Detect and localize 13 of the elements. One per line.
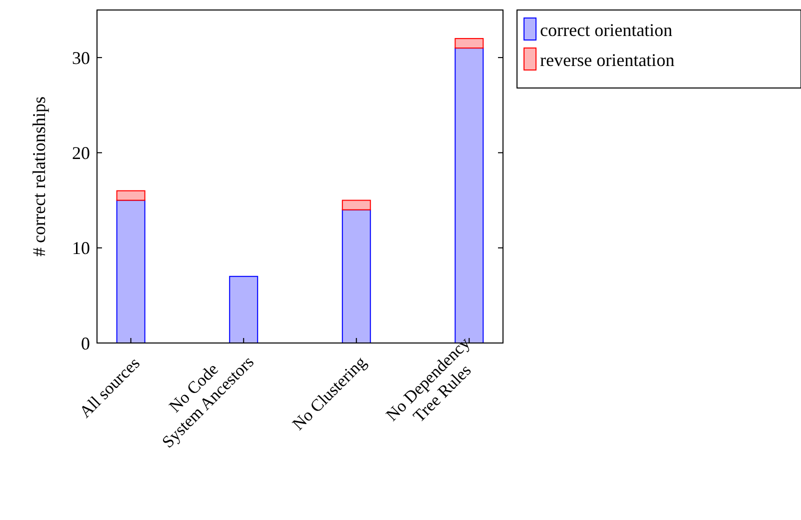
bar xyxy=(342,209,371,344)
legend-label: correct orientation xyxy=(540,20,672,40)
y-tick-label: 10 xyxy=(72,238,90,258)
bar xyxy=(454,38,484,49)
bar xyxy=(116,190,146,201)
y-tick-label: 0 xyxy=(81,333,90,354)
bar xyxy=(116,200,146,344)
legend-label: reverse orientation xyxy=(540,50,674,70)
y-tick-label: 20 xyxy=(72,143,90,164)
bar xyxy=(229,276,258,344)
y-axis-title: # correct relationships xyxy=(29,96,49,256)
y-tick-label: 30 xyxy=(72,48,90,68)
bar xyxy=(342,200,371,210)
